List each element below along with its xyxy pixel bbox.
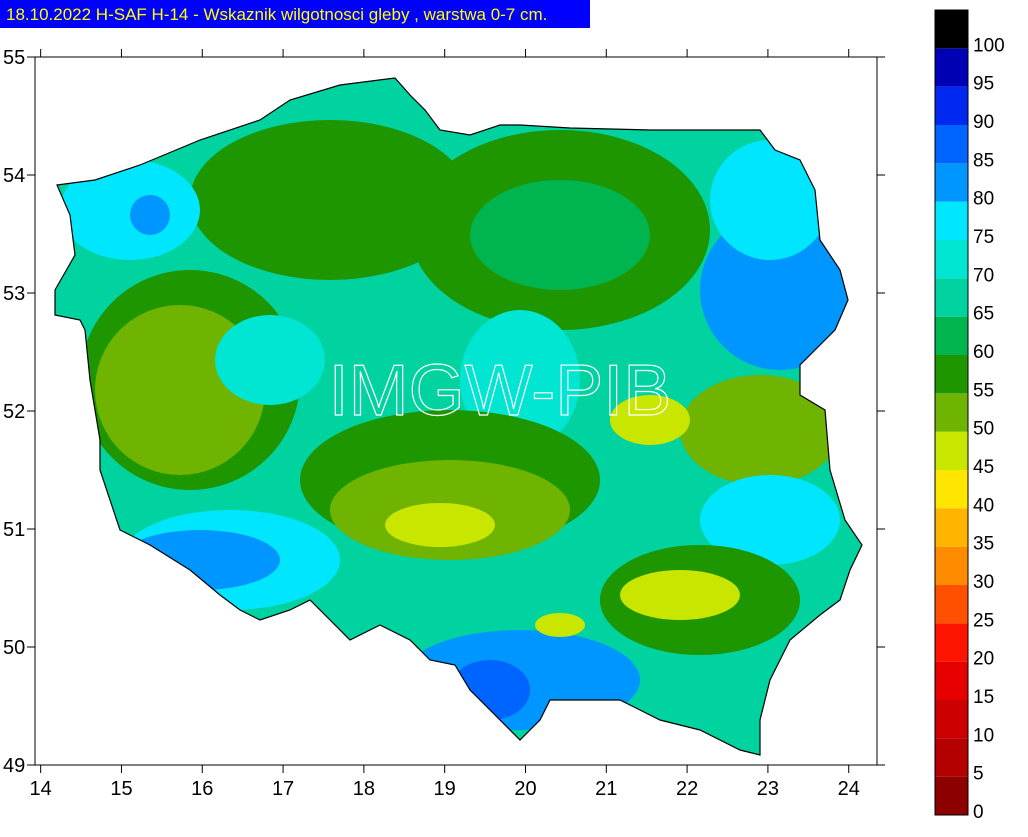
x-tick-label: 22: [676, 778, 698, 800]
legend-swatch: [935, 470, 968, 509]
legend-label: 45: [973, 457, 994, 478]
legend-swatch: [935, 431, 968, 470]
legend-label: 65: [973, 304, 994, 325]
x-tick-label: 19: [434, 778, 456, 800]
legend-swatch: [935, 163, 968, 202]
legend-label: 75: [973, 227, 994, 248]
legend-swatch: [935, 661, 968, 700]
legend-frame: [934, 9, 969, 816]
legend-label: 85: [973, 150, 994, 171]
soil-moisture-field: [55, 78, 862, 755]
y-tick-label: 53: [3, 283, 25, 305]
legend-label: 25: [973, 610, 994, 631]
legend-swatch: [935, 700, 968, 739]
x-tick-label: 21: [595, 778, 617, 800]
y-tick-label: 51: [3, 519, 25, 541]
x-tick-label: 16: [191, 778, 213, 800]
x-tick-label: 17: [272, 778, 294, 800]
y-tick-label: 50: [3, 637, 25, 659]
legend-swatch: [935, 585, 968, 624]
legend-swatch: [935, 393, 968, 432]
legend-label: 50: [973, 419, 994, 440]
watermark: IMGW-PIB: [329, 351, 672, 431]
legend-swatch: [935, 10, 968, 49]
x-tick-label: 14: [30, 778, 52, 800]
legend-label: 100: [973, 35, 1005, 56]
legend-swatch: [935, 508, 968, 547]
legend-label: 0: [973, 802, 984, 823]
legend-label: 10: [973, 725, 994, 746]
x-tick-label: 23: [757, 778, 779, 800]
legend-swatch: [935, 738, 968, 777]
x-tick-label: 18: [353, 778, 375, 800]
y-tick-label: 49: [3, 755, 25, 777]
x-tick-label: 24: [838, 778, 860, 800]
y-tick-label: 55: [3, 47, 25, 69]
legend-swatch: [935, 240, 968, 279]
x-tick-label: 20: [514, 778, 536, 800]
legend-label: 80: [973, 189, 994, 210]
y-tick-label: 52: [3, 401, 25, 423]
legend-swatch: [935, 278, 968, 317]
legend-label: 20: [973, 649, 994, 670]
legend: 0 5 10 15 20 25 30 35 40 45 50 55 60 65 70 75 80 85 90 95 10…: [934, 9, 1005, 823]
legend-label: 95: [973, 74, 994, 95]
legend-swatch: [935, 125, 968, 164]
legend-swatch: [935, 86, 968, 125]
legend-swatch: [935, 776, 968, 815]
legend-label: 70: [973, 265, 994, 286]
legend-label: 5: [973, 764, 984, 785]
legend-swatch: [935, 355, 968, 394]
legend-swatch: [935, 316, 968, 355]
legend-label: 55: [973, 380, 994, 401]
title: 18.10.2022 H-SAF H-14 - Wskaznik wilgotn…: [6, 5, 547, 24]
legend-label: 35: [973, 534, 994, 555]
legend-swatch: [935, 201, 968, 240]
title-background: [0, 0, 590, 28]
legend-label: 40: [973, 495, 994, 516]
legend-swatch: [935, 546, 968, 585]
legend-swatch: [935, 623, 968, 662]
legend-label: 90: [973, 112, 994, 133]
legend-label: 15: [973, 687, 994, 708]
y-tick-label: 54: [3, 165, 25, 187]
legend-swatch: [935, 48, 968, 87]
legend-label: 30: [973, 572, 994, 593]
x-tick-label: 15: [110, 778, 132, 800]
legend-label: 60: [973, 342, 994, 363]
